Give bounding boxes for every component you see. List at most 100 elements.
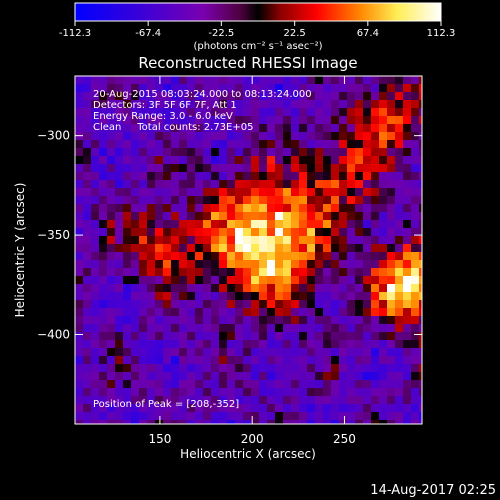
image-pixel <box>91 84 99 92</box>
image-pixel <box>355 364 363 372</box>
image-pixel <box>259 172 267 180</box>
image-pixel <box>171 396 179 404</box>
image-pixel <box>307 276 315 284</box>
image-pixel <box>403 276 411 284</box>
image-pixel <box>91 300 99 308</box>
image-pixel <box>163 212 171 220</box>
image-pixel <box>171 412 179 420</box>
image-pixel <box>171 300 179 308</box>
image-pixel <box>155 252 163 260</box>
image-pixel <box>403 156 411 164</box>
image-pixel <box>323 420 331 424</box>
image-pixel <box>107 396 115 404</box>
image-pixel <box>179 404 187 412</box>
image-pixel <box>219 220 227 228</box>
image-pixel <box>99 236 107 244</box>
image-pixel <box>123 100 131 108</box>
image-pixel <box>203 84 211 92</box>
image-pixel <box>155 156 163 164</box>
image-pixel <box>275 236 283 244</box>
image-pixel <box>139 252 147 260</box>
image-pixel <box>203 380 211 388</box>
image-pixel <box>91 156 99 164</box>
image-pixel <box>203 236 211 244</box>
image-pixel <box>235 124 243 132</box>
image-pixel <box>115 372 123 380</box>
image-pixel <box>227 252 235 260</box>
image-pixel <box>259 420 267 424</box>
image-pixel <box>371 76 379 84</box>
image-pixel <box>211 172 219 180</box>
image-pixel <box>163 292 171 300</box>
image-pixel <box>99 84 107 92</box>
image-pixel <box>411 356 419 364</box>
image-pixel <box>107 332 115 340</box>
image-pixel <box>403 316 411 324</box>
image-pixel <box>123 396 131 404</box>
image-pixel <box>387 396 395 404</box>
image-pixel <box>139 324 147 332</box>
image-pixel <box>139 172 147 180</box>
image-pixel <box>139 124 147 132</box>
image-pixel <box>219 124 227 132</box>
image-pixel <box>195 156 203 164</box>
image-pixel <box>363 364 371 372</box>
image-pixel <box>107 124 115 132</box>
image-pixel <box>243 420 251 424</box>
image-pixel <box>419 252 422 260</box>
image-pixel <box>371 356 379 364</box>
image-pixel <box>355 356 363 364</box>
image-pixel <box>227 140 235 148</box>
image-pixel <box>251 244 259 252</box>
image-pixel <box>155 148 163 156</box>
image-pixel <box>115 396 123 404</box>
image-pixel <box>187 140 195 148</box>
image-pixel <box>83 388 91 396</box>
image-pixel <box>419 396 422 404</box>
image-pixel <box>283 340 291 348</box>
image-pixel <box>371 388 379 396</box>
image-pixel <box>123 404 131 412</box>
image-pixel <box>275 228 283 236</box>
image-pixel <box>243 260 251 268</box>
image-pixel <box>323 228 331 236</box>
image-pixel <box>259 140 267 148</box>
image-pixel <box>379 244 387 252</box>
image-pixel <box>291 308 299 316</box>
image-pixel <box>267 76 275 84</box>
image-pixel <box>195 268 203 276</box>
image-pixel <box>219 388 227 396</box>
image-pixel <box>99 308 107 316</box>
image-pixel <box>283 132 291 140</box>
image-pixel <box>387 324 395 332</box>
image-pixel <box>307 108 315 116</box>
image-pixel <box>371 116 379 124</box>
image-pixel <box>363 204 371 212</box>
image-pixel <box>283 228 291 236</box>
image-pixel <box>371 364 379 372</box>
image-pixel <box>371 324 379 332</box>
image-pixel <box>283 164 291 172</box>
image-pixel <box>155 308 163 316</box>
image-pixel <box>371 244 379 252</box>
image-pixel <box>211 332 219 340</box>
image-pixel <box>339 84 347 92</box>
image-pixel <box>131 92 139 100</box>
image-pixel <box>395 316 403 324</box>
image-pixel <box>275 412 283 420</box>
image-pixel <box>147 164 155 172</box>
image-pixel <box>315 108 323 116</box>
image-pixel <box>211 260 219 268</box>
image-pixel <box>179 140 187 148</box>
image-pixel <box>203 372 211 380</box>
image-pixel <box>347 244 355 252</box>
image-pixel <box>363 340 371 348</box>
image-pixel <box>331 84 339 92</box>
image-pixel <box>331 388 339 396</box>
image-pixel <box>299 260 307 268</box>
image-pixel <box>283 268 291 276</box>
image-pixel <box>195 236 203 244</box>
image-pixel <box>99 404 107 412</box>
image-pixel <box>275 380 283 388</box>
image-pixel <box>355 92 363 100</box>
